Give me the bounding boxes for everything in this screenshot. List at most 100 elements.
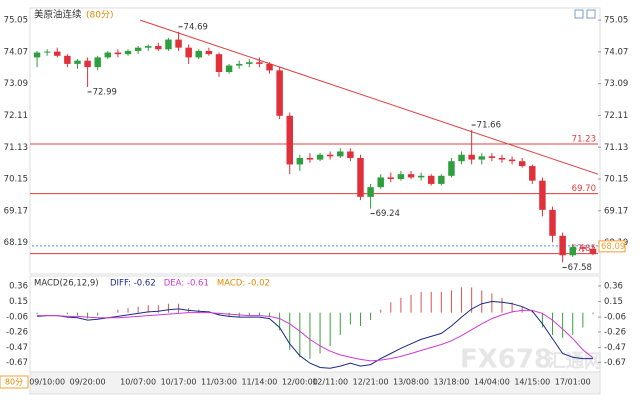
x-tick-label: 14/04:00 bbox=[474, 378, 510, 387]
line-label: 69.70 bbox=[572, 184, 596, 194]
candle-body bbox=[144, 46, 152, 48]
candle-body bbox=[74, 60, 81, 64]
candle-body bbox=[448, 161, 455, 176]
x-tick-label: 12/11:00 bbox=[312, 378, 348, 387]
candle-body bbox=[427, 175, 435, 184]
y-tick-label: 69.17 bbox=[604, 206, 628, 216]
x-axis-band bbox=[29, 371, 601, 395]
toolbar[interactable] bbox=[574, 9, 596, 19]
y-tick-label: -0.67 bbox=[604, 358, 626, 368]
candle-body bbox=[468, 154, 475, 160]
x-tick-label: 14/15:00 bbox=[514, 378, 550, 387]
y-tick-label: 71.13 bbox=[604, 143, 628, 153]
candle-body bbox=[286, 115, 293, 165]
y-tick-label: 74.07 bbox=[4, 47, 28, 57]
macd-title: MACD(26,12,9) bbox=[34, 279, 99, 289]
candle-body bbox=[54, 51, 61, 56]
candle-body bbox=[84, 60, 91, 68]
candle-body bbox=[377, 177, 384, 188]
x-tick-label: 11/03:00 bbox=[201, 378, 237, 387]
candle-body bbox=[488, 156, 496, 158]
period-label[interactable]: 80分 bbox=[5, 378, 23, 387]
y-tick-label: -0.06 bbox=[604, 313, 626, 323]
y-tick-label: 68.19 bbox=[4, 238, 28, 248]
y-tick-label: 75.05 bbox=[604, 16, 628, 26]
x-tick-label: 17/01:00 bbox=[555, 378, 591, 387]
candle-body bbox=[589, 248, 597, 254]
candle-body bbox=[165, 39, 172, 50]
x-tick-label: 09/10:00 bbox=[29, 378, 65, 387]
candle-body bbox=[215, 54, 223, 73]
candle-body bbox=[347, 151, 354, 158]
candle-body bbox=[357, 157, 364, 197]
candle-body bbox=[205, 50, 213, 55]
y-tick-label: 0.15 bbox=[9, 297, 28, 307]
current-price-label: 68.09 bbox=[601, 242, 625, 252]
y-tick-label: 70.15 bbox=[4, 175, 28, 185]
candle-body bbox=[337, 151, 344, 157]
candle-body bbox=[549, 209, 556, 236]
y-tick-label: 74.07 bbox=[604, 47, 628, 57]
toolbar-button[interactable] bbox=[586, 9, 596, 19]
candle-body bbox=[387, 177, 395, 180]
trendline bbox=[139, 19, 599, 175]
toolbar-button[interactable] bbox=[574, 9, 584, 19]
candle-body bbox=[64, 55, 71, 64]
candle-body bbox=[225, 65, 233, 73]
y-tick-label: 70.15 bbox=[604, 175, 628, 185]
x-tick-label: 13/18:00 bbox=[433, 378, 469, 387]
y-tick-label: -0.26 bbox=[6, 327, 28, 337]
annotation: 67.58 bbox=[568, 263, 592, 273]
candle-body bbox=[539, 180, 546, 210]
candle-body bbox=[124, 50, 132, 55]
candle-body bbox=[114, 52, 122, 55]
y-tick-label: 73.09 bbox=[4, 79, 28, 89]
candle-body bbox=[316, 154, 324, 160]
candle-body bbox=[326, 154, 334, 157]
candle-body bbox=[478, 156, 486, 160]
candle-body bbox=[529, 166, 536, 181]
x-tick-label: 12/00:00 bbox=[282, 378, 318, 387]
candle-body bbox=[43, 51, 51, 53]
candle-body bbox=[235, 63, 243, 66]
candle-body bbox=[155, 46, 162, 50]
y-tick-label: 73.09 bbox=[604, 79, 628, 89]
y-tick-label: -0.06 bbox=[6, 313, 28, 323]
candle-body bbox=[407, 174, 415, 178]
y-tick-label: 72.11 bbox=[604, 111, 628, 121]
candle-body bbox=[569, 247, 576, 256]
candle-body bbox=[276, 70, 283, 116]
candle-body bbox=[579, 247, 587, 249]
candle-body bbox=[256, 62, 263, 64]
period-button[interactable] bbox=[0, 375, 29, 389]
candle-body bbox=[367, 187, 374, 197]
y-tick-label: 75.05 bbox=[4, 16, 28, 26]
chart-title: 美原油连续 bbox=[34, 9, 82, 21]
y-tick-label: 69.17 bbox=[4, 206, 28, 216]
candle-body bbox=[246, 62, 253, 64]
y-tick-label: -0.26 bbox=[604, 327, 626, 337]
annotation: 72.99 bbox=[93, 87, 117, 97]
y-tick-label: -0.47 bbox=[604, 343, 626, 353]
candle-body bbox=[296, 157, 304, 165]
candle-body bbox=[306, 157, 314, 160]
macd-line bbox=[37, 309, 594, 362]
candle-body bbox=[508, 159, 516, 162]
candle-body bbox=[458, 154, 465, 162]
x-tick-label: 10/17:00 bbox=[161, 378, 197, 387]
legend-entry: DIFF: -0.62 bbox=[110, 279, 156, 289]
y-tick-label: 0.36 bbox=[604, 281, 623, 291]
legend-entry: DEA: -0.61 bbox=[164, 279, 209, 289]
annotation: 74.69 bbox=[184, 22, 208, 32]
x-tick-label: 12/21:00 bbox=[353, 378, 389, 387]
watermark: FX678 bbox=[460, 345, 552, 375]
y-tick-label: 72.11 bbox=[4, 111, 28, 121]
legend-entry: MACD: -0.02 bbox=[217, 279, 270, 289]
y-tick-label: -0.47 bbox=[6, 343, 28, 353]
candle-body bbox=[559, 235, 566, 256]
candle-body bbox=[185, 47, 192, 58]
x-tick-label: 09/20:00 bbox=[70, 378, 106, 387]
candle-body bbox=[266, 63, 273, 71]
